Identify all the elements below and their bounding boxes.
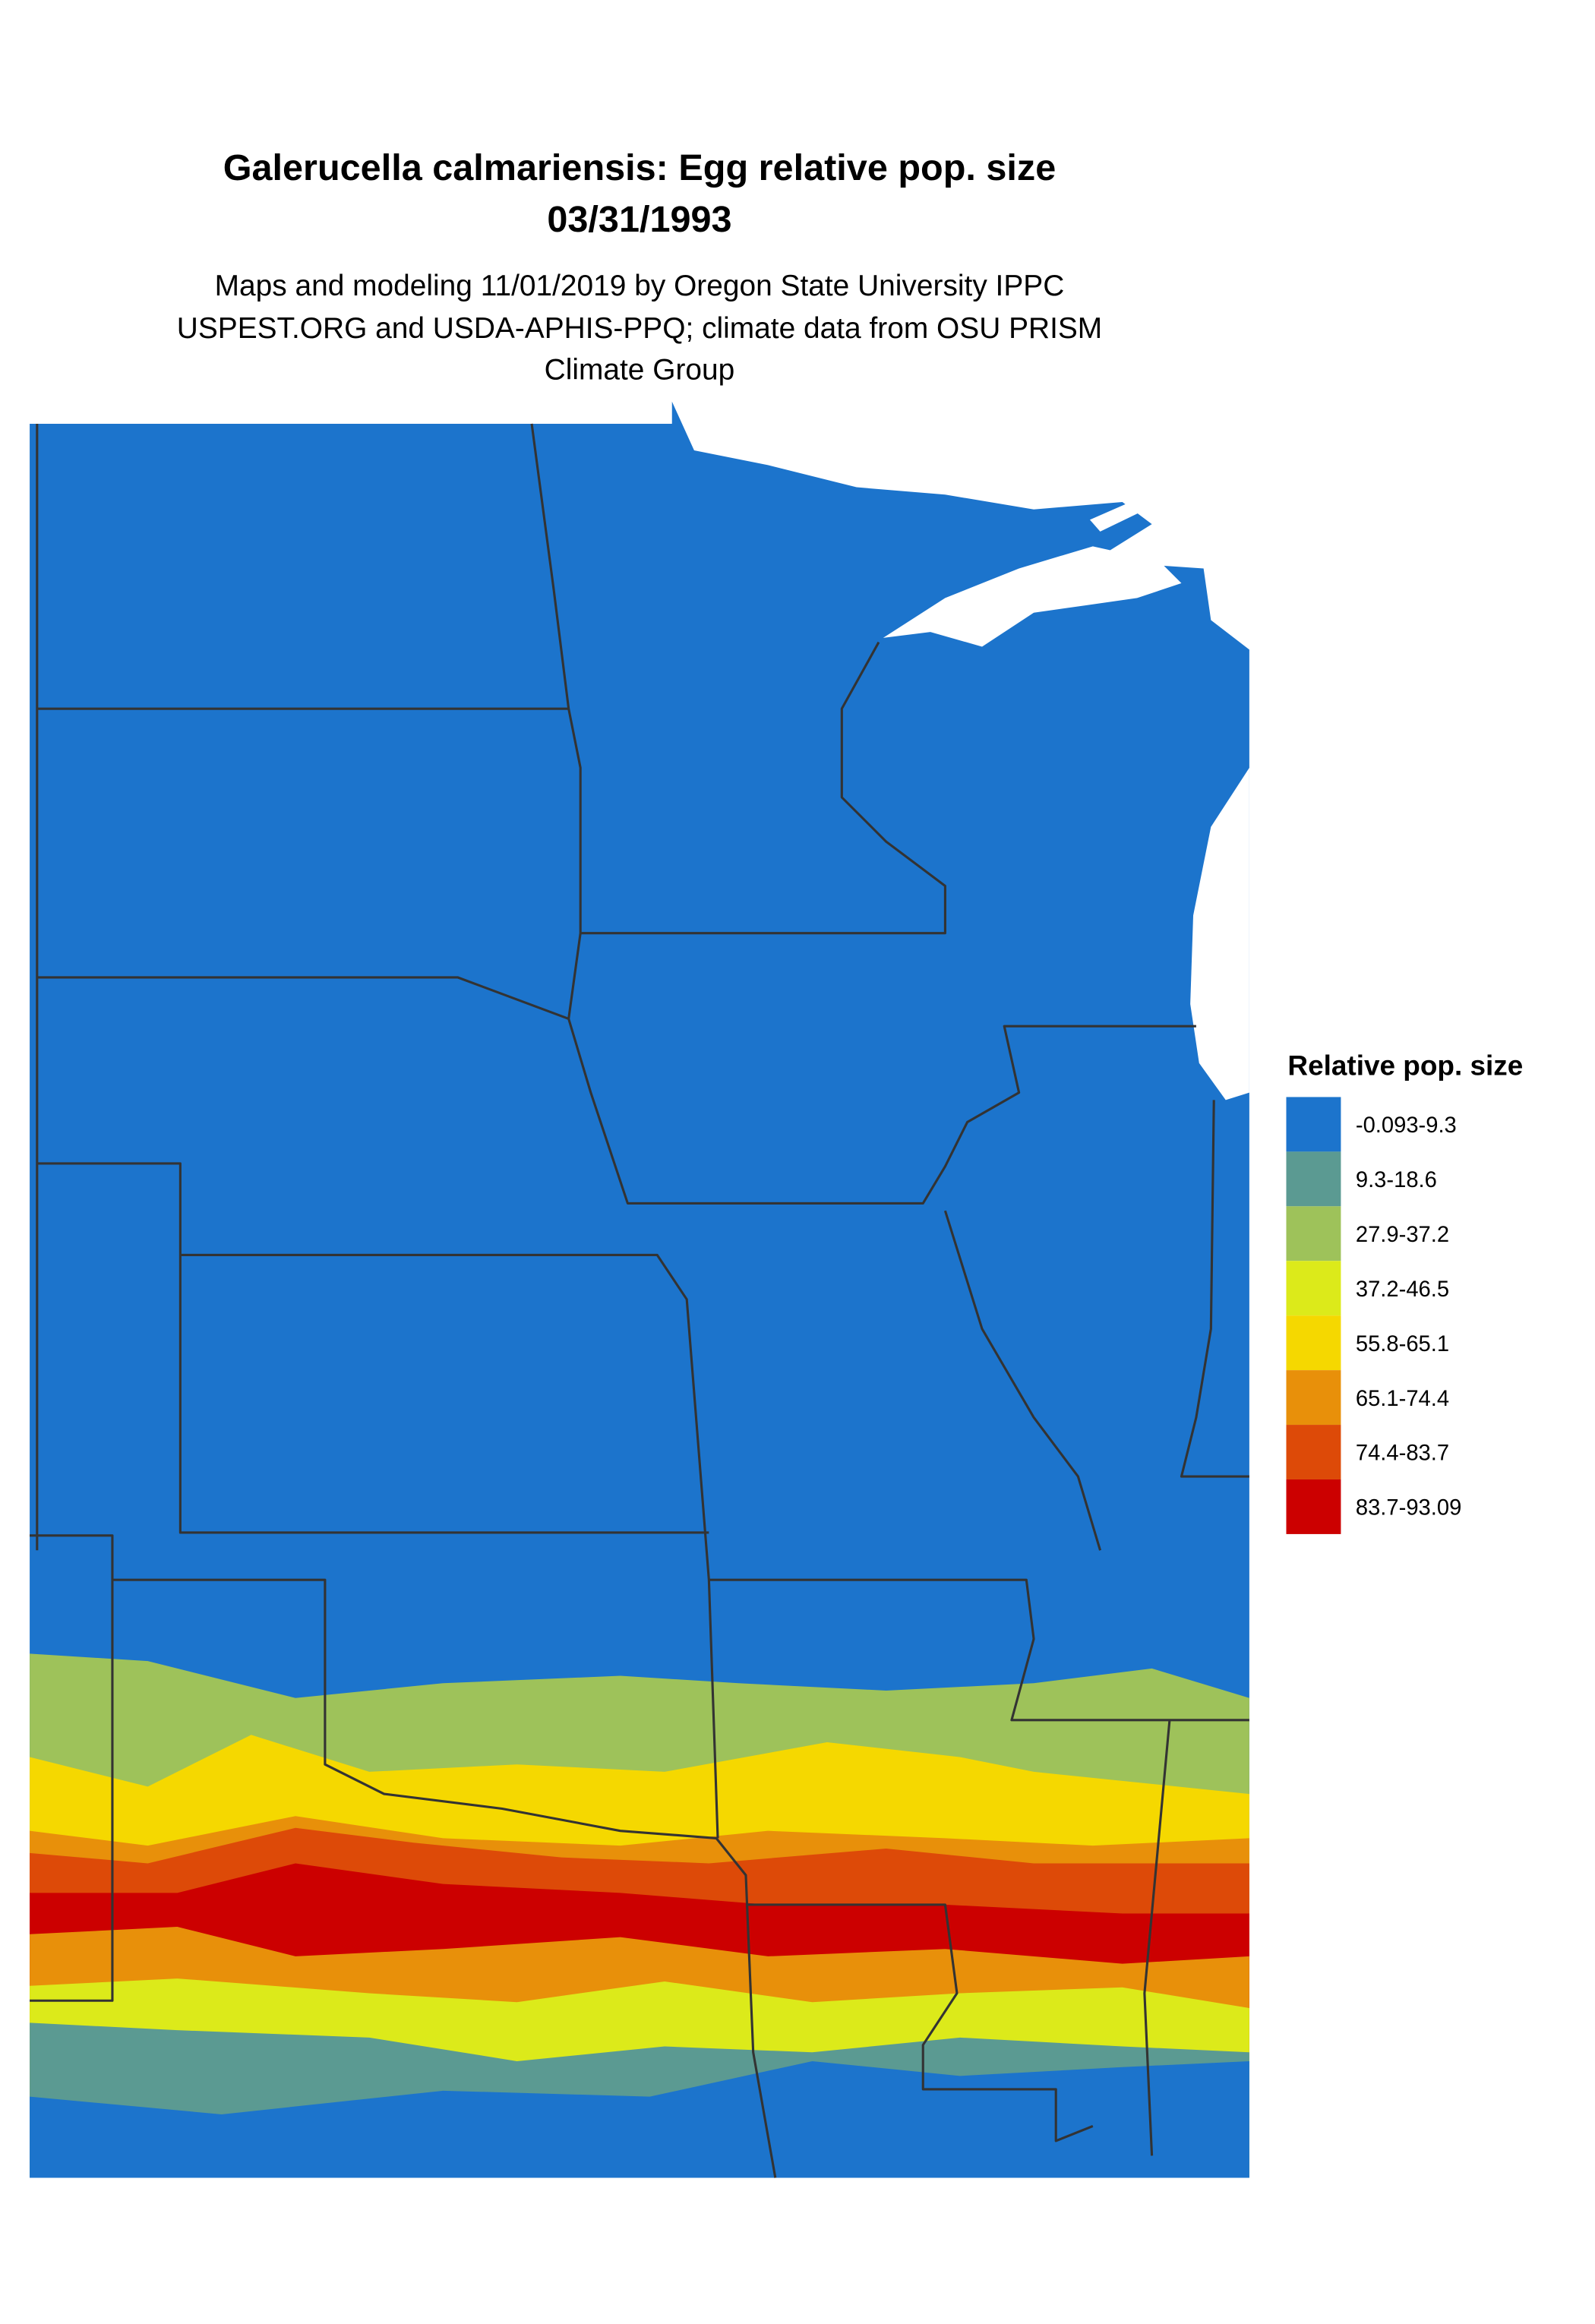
lake — [883, 546, 1182, 647]
legend-label: 55.8-65.1 — [1356, 1332, 1449, 1356]
legend-swatch — [1286, 1370, 1341, 1426]
legend-label: 9.3-18.6 — [1356, 1168, 1437, 1192]
map — [30, 401, 1249, 2178]
legend-label: 74.4-83.7 — [1356, 1441, 1449, 1466]
map-date: 03/31/1993 — [547, 199, 731, 240]
legend-label: 37.2-46.5 — [1356, 1277, 1449, 1302]
map-title: Galerucella calmariensis: Egg relative p… — [223, 147, 1056, 188]
state-border — [30, 423, 1249, 2178]
legend-swatch — [1286, 1425, 1341, 1479]
legend-label: 83.7-93.09 — [1356, 1496, 1461, 1520]
legend-label: -0.093-9.3 — [1356, 1113, 1457, 1138]
legend-swatch — [1286, 1206, 1341, 1261]
legend-swatch — [1286, 1261, 1341, 1316]
legend-swatch — [1286, 1315, 1341, 1371]
legend-swatch — [1286, 1097, 1341, 1152]
lake — [1190, 767, 1249, 1100]
legend-title: Relative pop. size — [1287, 1050, 1523, 1081]
legend-swatch — [1286, 1151, 1341, 1207]
legend-label: 65.1-74.4 — [1356, 1387, 1449, 1411]
legend-swatch — [1286, 1479, 1341, 1534]
lake — [1089, 499, 1146, 532]
legend: Relative pop. size -0.093-9.3 9.3-18.6 27.… — [1286, 1050, 1523, 1534]
legend-label: 27.9-37.2 — [1356, 1223, 1449, 1247]
subtitle: USPEST.ORG and USDA-APHIS-PPQ; climate d… — [177, 312, 1102, 345]
subtitle: Maps and modeling 11/01/2019 by Oregon S… — [215, 270, 1065, 302]
subtitle: Climate Group — [545, 354, 735, 387]
